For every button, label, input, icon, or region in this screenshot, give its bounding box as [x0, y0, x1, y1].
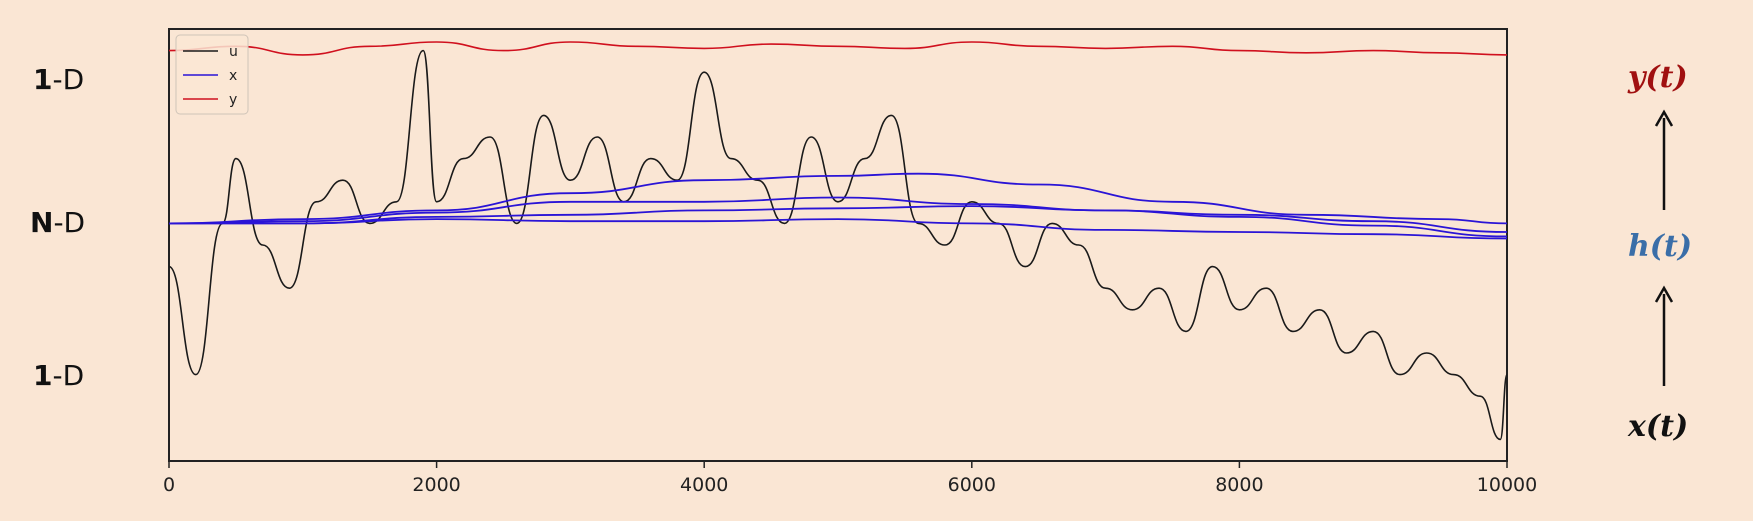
x-tick-label: 4000 — [680, 474, 728, 496]
row-label-bottom-bold: 1 — [33, 359, 52, 392]
plot-frame — [168, 28, 1508, 462]
row-label-middle: N-D — [30, 206, 85, 239]
legend: u x y — [175, 34, 249, 115]
arrow-head-up-bottom — [1654, 285, 1674, 303]
series-x-line-3 — [168, 205, 1508, 238]
x-tick-label: 2000 — [412, 474, 460, 496]
row-label-top: 1-D — [33, 63, 84, 96]
series-x-line-1 — [168, 172, 1508, 225]
hidden-label: h(t) — [1628, 229, 1692, 264]
series-x-line-2 — [168, 196, 1508, 233]
x-tick-label: 0 — [163, 474, 175, 496]
x-tick-label: 8000 — [1215, 474, 1263, 496]
x-tick-label: 10000 — [1477, 474, 1537, 496]
row-label-bottom-rest: -D — [52, 359, 84, 392]
series-layer — [168, 41, 1508, 441]
x-tick-label: 6000 — [948, 474, 996, 496]
x-axis-ticks: 0 2000 4000 6000 8000 10000 — [163, 461, 1537, 496]
input-label: x(t) — [1627, 409, 1688, 444]
series-x-line-4 — [168, 218, 1508, 240]
row-label-top-rest: -D — [52, 63, 84, 96]
row-label-top-bold: 1 — [33, 63, 52, 96]
output-label: y(t) — [1627, 60, 1688, 95]
row-label-middle-bold: N — [30, 206, 53, 239]
series-y-line — [168, 41, 1508, 56]
series-u-line — [168, 49, 1508, 441]
legend-label-x: x — [229, 68, 237, 84]
arrow-head-up-top — [1654, 109, 1674, 127]
row-label-bottom: 1-D — [33, 359, 84, 392]
legend-label-u: u — [229, 44, 238, 60]
legend-label-y: y — [229, 92, 237, 108]
row-label-middle-rest: -D — [53, 206, 85, 239]
